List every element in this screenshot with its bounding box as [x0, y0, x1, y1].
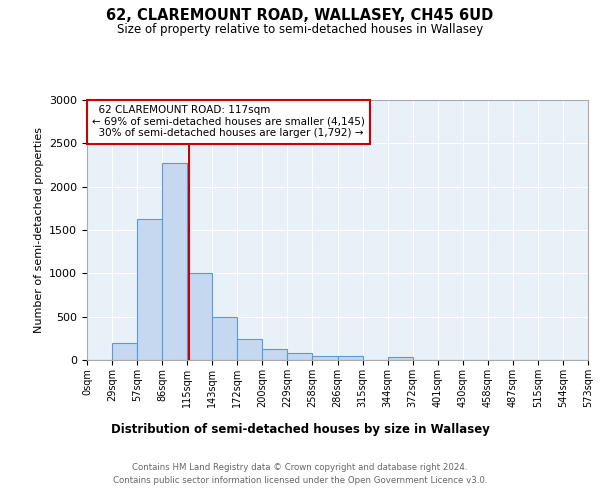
Bar: [212, 316, 238, 360]
Text: Size of property relative to semi-detached houses in Wallasey: Size of property relative to semi-detach…: [117, 22, 483, 36]
Text: Contains public sector information licensed under the Open Government Licence v3: Contains public sector information licen…: [113, 476, 487, 485]
Y-axis label: Number of semi-detached properties: Number of semi-detached properties: [34, 127, 44, 333]
Bar: [287, 353, 313, 360]
Bar: [388, 356, 413, 360]
Bar: [337, 356, 362, 360]
Bar: [313, 356, 338, 360]
Text: Contains HM Land Registry data © Crown copyright and database right 2024.: Contains HM Land Registry data © Crown c…: [132, 462, 468, 471]
Bar: [187, 274, 212, 360]
Bar: [137, 218, 162, 360]
Text: Distribution of semi-detached houses by size in Wallasey: Distribution of semi-detached houses by …: [110, 422, 490, 436]
Bar: [238, 339, 262, 360]
Text: 62 CLAREMOUNT ROAD: 117sqm
← 69% of semi-detached houses are smaller (4,145)
  3: 62 CLAREMOUNT ROAD: 117sqm ← 69% of semi…: [92, 105, 365, 138]
Bar: [162, 164, 187, 360]
Bar: [262, 348, 287, 360]
Bar: [112, 342, 137, 360]
Text: 62, CLAREMOUNT ROAD, WALLASEY, CH45 6UD: 62, CLAREMOUNT ROAD, WALLASEY, CH45 6UD: [106, 8, 494, 22]
